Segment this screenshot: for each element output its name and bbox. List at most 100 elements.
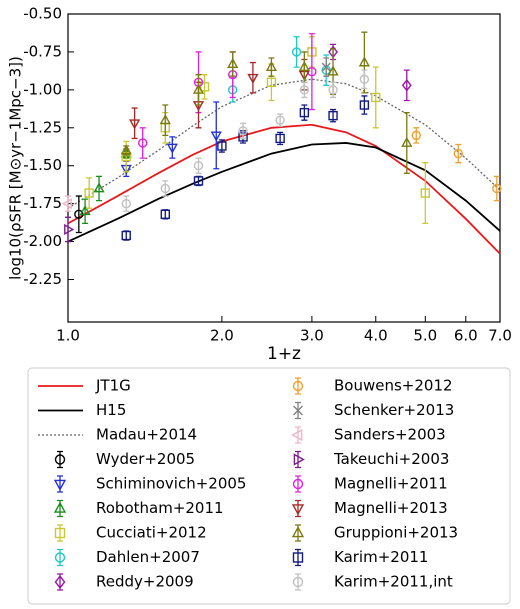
data-point [275,133,285,144]
error-bar [65,195,71,212]
legend-marker [54,575,66,589]
legend-label: Gruppioni+2013 [334,524,458,542]
data-point [121,230,131,241]
data-point [328,110,338,121]
legend-swatch [295,548,301,567]
error-bar [330,81,337,99]
legend-label: Karim+2011 [334,548,428,566]
plot-frame [67,13,501,323]
data-point [359,100,370,110]
error-bar [308,33,315,111]
legend-marker [53,501,67,513]
data-point [358,56,370,67]
y-axis-label: log10(ρSFR [M⊙yr−1Mpc−3]) [7,56,25,280]
error-bar [403,69,410,102]
legend-label: Robotham+2011 [96,499,224,517]
y-tick-label: -2.00 [23,232,62,250]
error-bar [293,36,300,68]
error-bar [240,122,247,140]
x-tick-label: 3.0 [300,327,324,345]
legend-marker [291,428,303,442]
error-bar [162,209,169,220]
legend-marker [291,504,305,516]
data-point [371,92,381,103]
x-tick-label: 6.0 [454,327,478,345]
data-point [328,85,338,95]
data-point [275,115,285,125]
data-point [266,77,277,87]
error-bar [201,74,208,100]
data-point [299,85,310,95]
data-point [129,119,141,130]
legend-marker [291,526,305,538]
legend-swatch [295,475,301,493]
legend-swatch [57,524,63,542]
legend [27,367,511,605]
legend-label: Magnelli+2013 [334,499,448,517]
data-point [265,60,278,72]
legend-label: Karim+2011,int [334,573,453,591]
data-point [299,107,310,118]
x-tick-label: 2.0 [210,327,234,345]
error-bar [86,177,93,209]
x-tick-label: 5.0 [413,327,437,345]
legend-marker [293,453,305,466]
data-point [79,204,91,216]
legend-label: Schenker+2013 [334,401,454,419]
error-bar [301,81,308,99]
legend-label: Wyder+2005 [96,450,195,468]
error-bar [195,157,202,174]
legend-marker [53,479,67,491]
error-bar [229,51,236,77]
legend-label: Takeuchi+2003 [333,450,449,468]
error-bar [195,74,202,106]
data-point [420,188,431,198]
data-point [401,136,413,147]
error-bar [139,127,146,159]
legend-label: Magnelli+2011 [334,475,448,493]
legend-marker [54,454,66,465]
legend-label: Bouwens+2012 [334,377,453,395]
data-point [492,183,502,194]
data-point [120,144,132,155]
data-point [291,47,302,57]
error-bar [162,180,169,197]
legend-swatch [57,548,63,567]
y-tick-label: -1.25 [23,118,62,136]
legend-swatch [295,450,301,469]
x-tick-label: 1.0 [56,327,80,345]
data-point [327,65,339,76]
legend-marker [292,552,304,563]
data-point [193,161,204,171]
legend-marker [54,552,66,563]
data-point [453,148,463,159]
y-tick-label: -1.75 [23,194,62,212]
data-point [247,73,259,84]
error-bar [169,136,176,159]
error-bar [422,162,429,225]
error-bar [75,195,82,234]
legend-marker [293,405,303,416]
data-point [193,176,204,186]
error-bar [372,66,379,129]
data-point [166,143,178,154]
legend-label: Sanders+2003 [334,426,446,444]
line [67,123,501,255]
y-tick-label: -0.50 [23,5,62,23]
data-point [227,57,239,68]
y-tick-label: -0.75 [23,42,62,60]
data-point [159,113,171,125]
data-point [121,198,131,209]
error-bar [413,127,420,144]
legend-marker [54,527,66,539]
error-bar [131,107,138,140]
legend-swatch [295,377,301,395]
data-point [137,138,148,148]
data-point [160,183,170,194]
error-bar [123,230,130,241]
x-tick-label: 7.0 [488,327,512,345]
data-point [93,182,105,193]
data-point [160,209,170,219]
data-point [238,126,248,136]
